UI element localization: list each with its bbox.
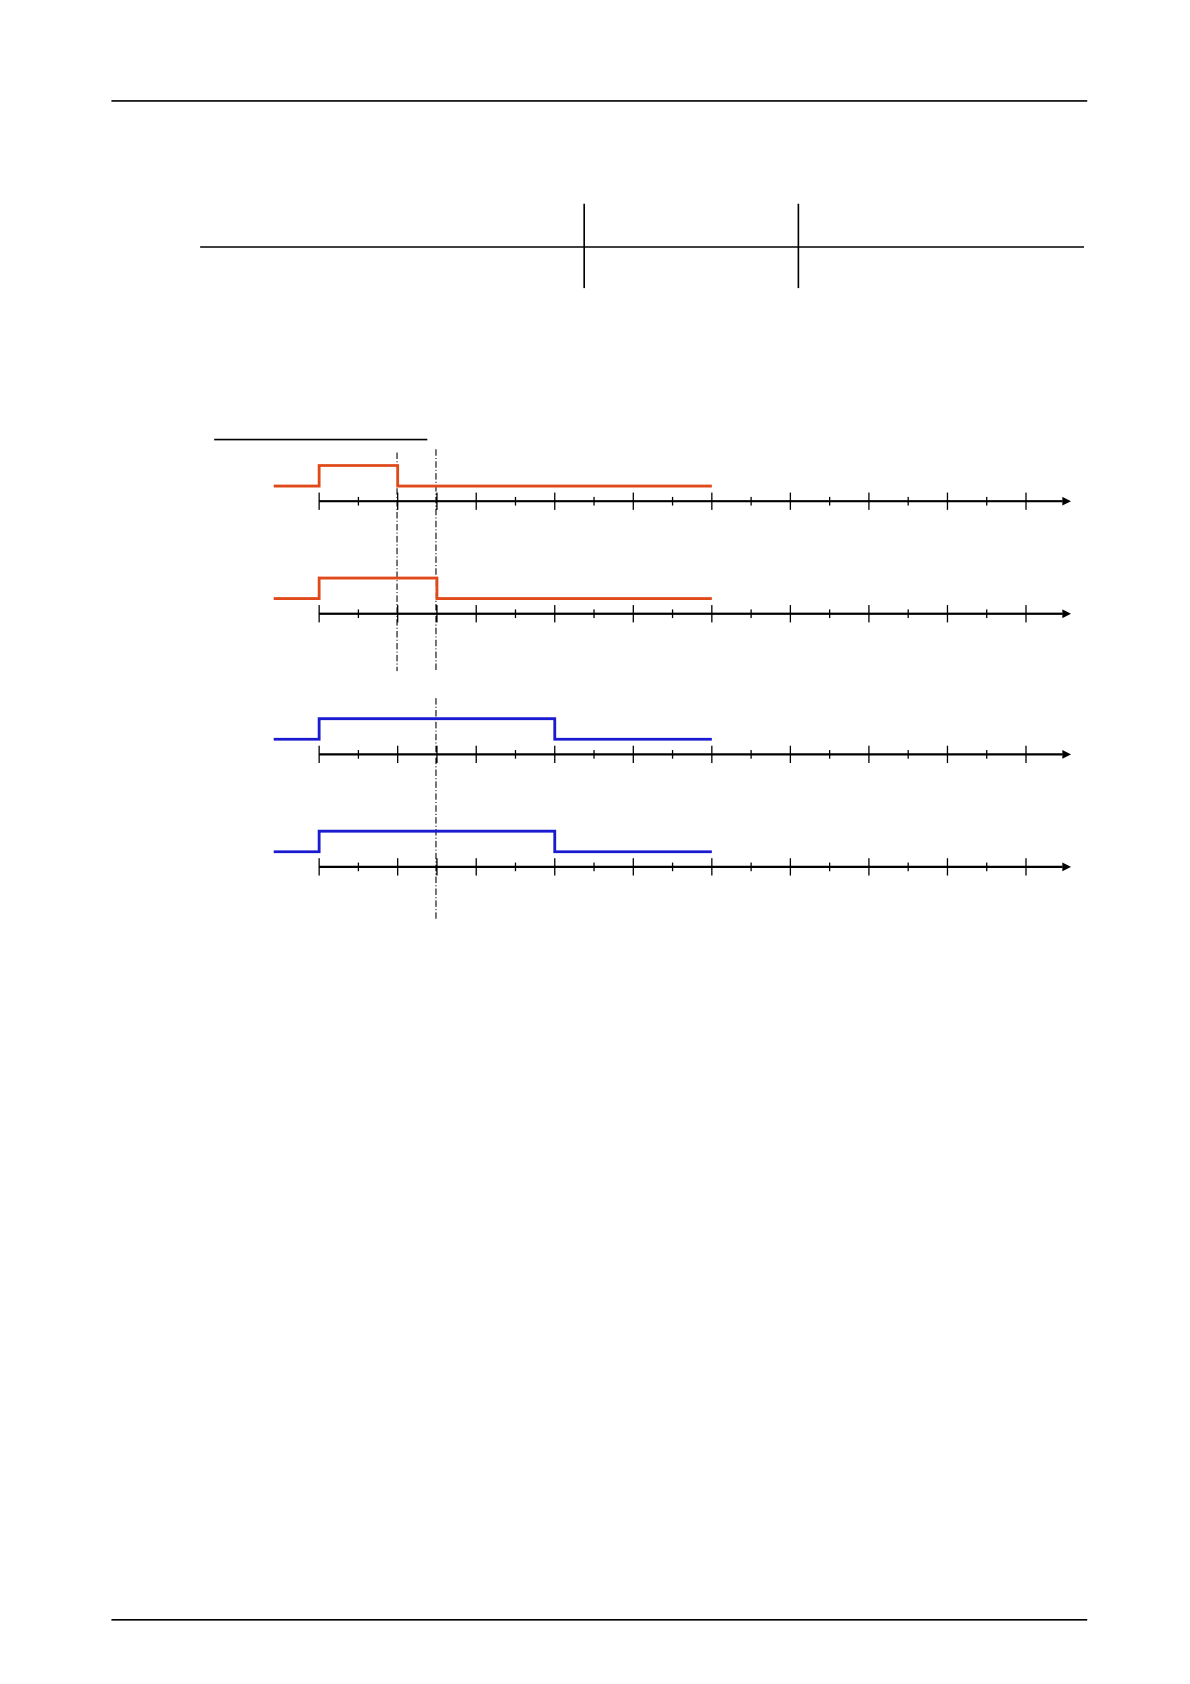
signal-waveform [273,829,712,854]
axis-arrow [1062,862,1071,872]
signal-waveform [273,717,712,741]
axis-arrow [1062,609,1071,619]
signal-waveform [273,576,712,600]
axis-arrow [1062,496,1071,506]
signal-waveform [273,464,712,488]
axis-arrow [1062,750,1071,759]
